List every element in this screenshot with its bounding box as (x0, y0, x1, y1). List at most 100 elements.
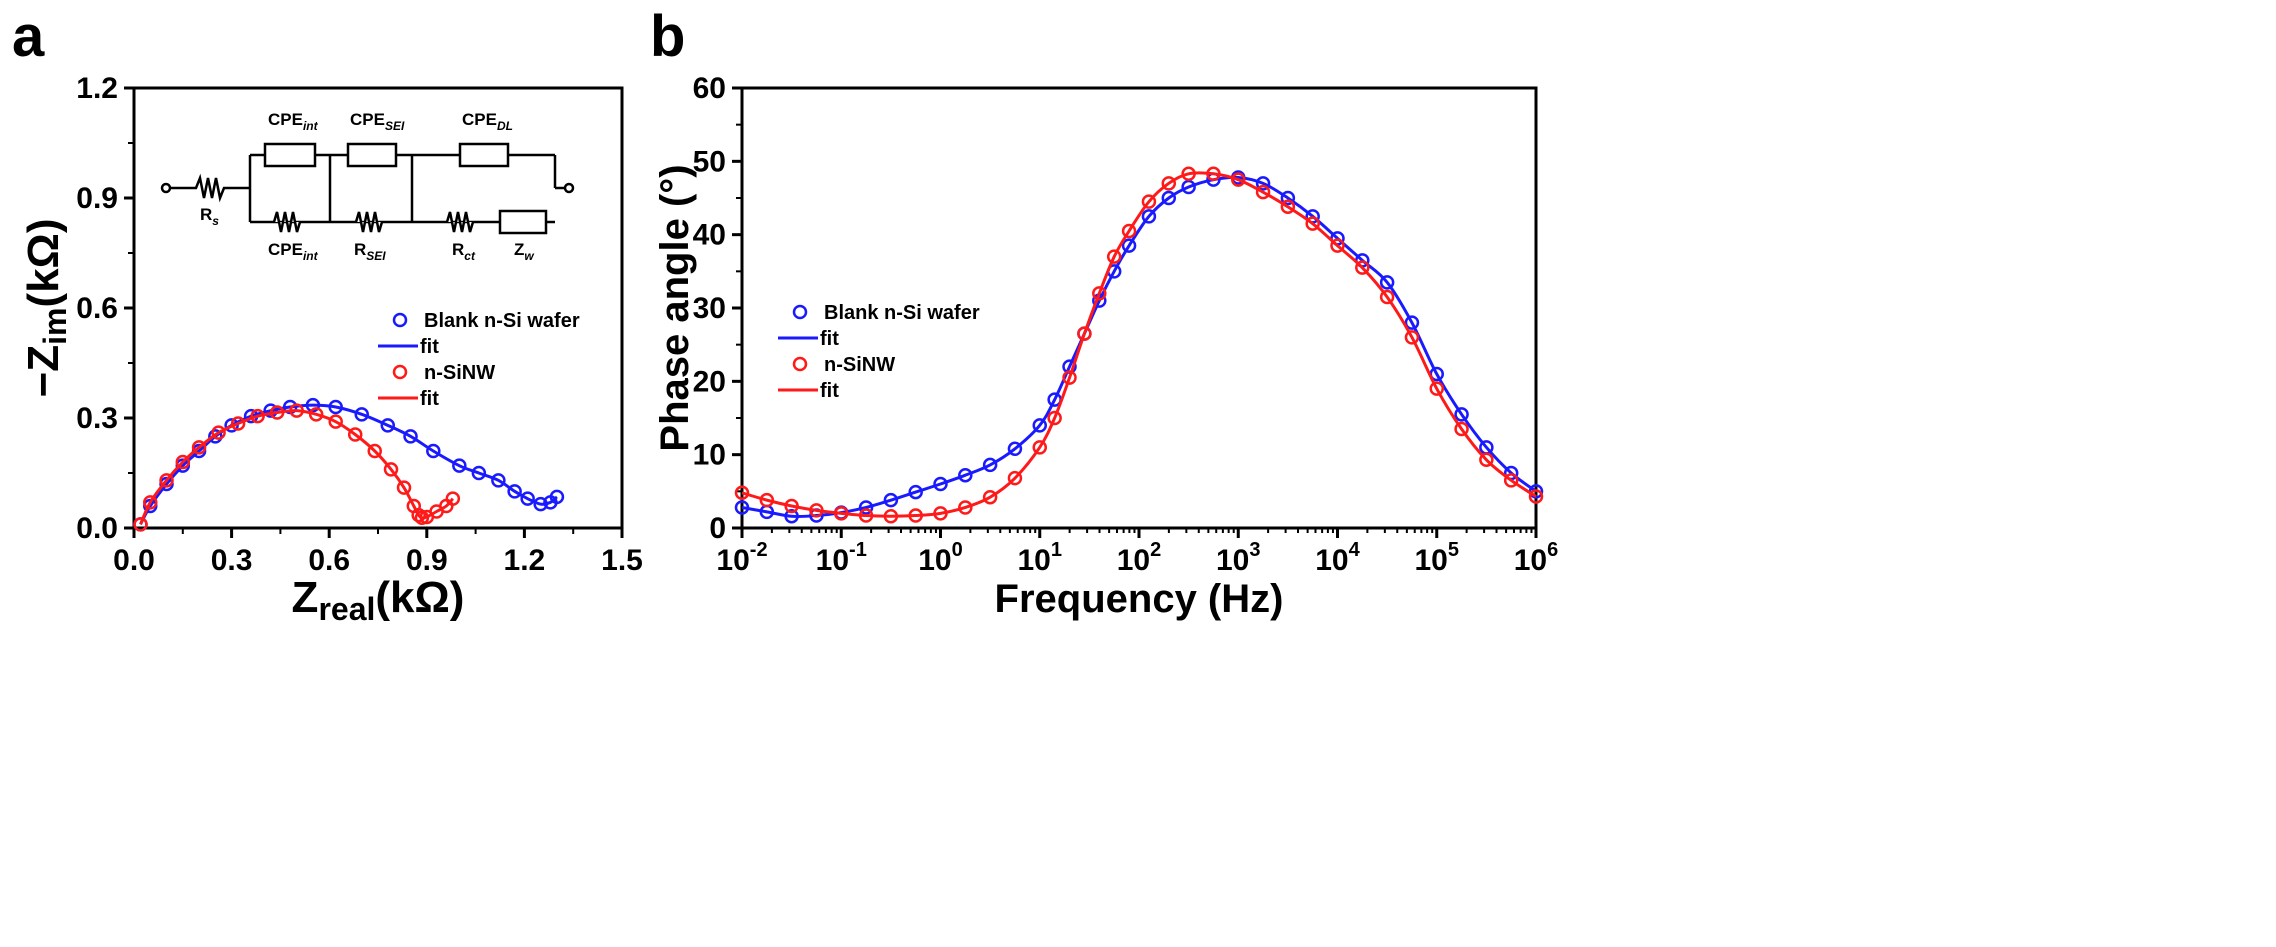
data-point-blank-n-si-wafer (1379, 275, 1395, 290)
data-point-n-sinw (1330, 238, 1345, 253)
data-point-blank-n-si-wafer (858, 500, 874, 515)
data-point-blank-n-si-wafer (1454, 407, 1469, 422)
data-point-blank-n-si-wafer (1007, 441, 1023, 457)
y-axis-label-b: Phase angle (°) (653, 164, 697, 451)
data-point-n-sinw (809, 503, 824, 518)
data-point-blank-n-si-wafer (533, 496, 548, 512)
x-tick-label: 1.2 (504, 544, 546, 577)
resistor-int (272, 211, 302, 233)
data-point-n-sinw (383, 462, 399, 477)
y-tick-label: 40 (693, 219, 726, 252)
data-point-n-sinw (347, 427, 363, 442)
data-point-blank-n-si-wafer (208, 429, 223, 444)
data-point-blank-n-si-wafer (403, 429, 418, 444)
data-point-n-sinw (175, 454, 191, 470)
warburg-element (498, 209, 548, 235)
data-point-n-sinw (191, 440, 207, 455)
data-point-blank-n-si-wafer (784, 509, 799, 524)
data-point-n-sinw (1161, 176, 1177, 191)
data-point-n-sinw (250, 408, 265, 424)
y-tick-label: 0.9 (76, 182, 118, 215)
x-tick-label: 1.5 (601, 544, 643, 577)
y-tick-label: 0 (709, 512, 726, 545)
legend-a: Blank n-Si wafer fit n-SiNW fit (378, 310, 580, 410)
x-axis-label-b: Frequency (Hz) (995, 577, 1284, 621)
legend-marker (792, 304, 808, 320)
data-point-n-sinw (784, 498, 799, 514)
data-point-blank-n-si-wafer (426, 443, 441, 459)
fit-line-blank-n-si-wafer (139, 403, 558, 526)
data-point-blank-n-si-wafer (982, 457, 998, 473)
y-tick-label: 0.6 (76, 292, 118, 325)
data-point-n-sinw (445, 491, 461, 506)
label-rs: Rs (200, 205, 219, 228)
x-tick-label: 103 (1216, 539, 1261, 577)
x-tick-label: 100 (918, 539, 963, 577)
label-cpe-dl: CPEDL (462, 110, 513, 133)
y-tick-label: 0.3 (76, 402, 118, 435)
data-point-n-sinw (958, 500, 973, 515)
data-point-n-sinw (1121, 223, 1137, 239)
legend-label: fit (420, 388, 439, 410)
legend-marker (792, 356, 808, 372)
legend-marker (392, 312, 408, 328)
y-tick-label: 0.0 (76, 512, 118, 545)
data-point-n-sinw (133, 517, 148, 532)
legend-label: fit (820, 380, 839, 402)
cpe-dl-element (458, 142, 510, 168)
x-tick-label: 0.9 (406, 544, 448, 577)
data-point-n-sinw (1141, 194, 1157, 209)
data-marks-a (133, 397, 565, 532)
data-point-n-sinw (982, 489, 998, 505)
data-point-blank-n-si-wafer (328, 399, 343, 415)
data-point-n-sinw (1092, 286, 1107, 301)
label-r-sei: RSEI (354, 240, 386, 263)
panel-label-a: a (12, 4, 45, 69)
data-point-n-sinw (1479, 452, 1494, 468)
data-point-n-sinw (883, 509, 899, 524)
legend-label: fit (820, 328, 839, 350)
data-point-n-sinw (1379, 289, 1395, 305)
data-point-n-sinw (367, 443, 382, 459)
cpe-int-element (263, 142, 317, 168)
data-point-n-sinw (759, 492, 775, 508)
x-tick-base: 10 (1514, 544, 1547, 577)
data-point-blank-n-si-wafer (908, 484, 923, 500)
data-point-n-sinw (269, 405, 285, 420)
y-tick-label: 50 (693, 145, 726, 178)
y-tick-label: 20 (693, 365, 726, 398)
x-tick-label: 101 (1018, 539, 1063, 577)
data-marks-b (734, 166, 1544, 524)
axis-ticks-b: 10-2 10-1 100 101 102 103 104 105 10601020304050… (693, 72, 1559, 577)
x-tick-base: 10 (1415, 544, 1448, 577)
label-cpe-int-bottom: CPEint (268, 240, 319, 263)
y-tick-label: 10 (693, 439, 726, 472)
data-point-n-sinw (1231, 172, 1246, 187)
data-point-blank-n-si-wafer (1404, 315, 1420, 330)
x-axis-label-a: Zreal(kΩ) (292, 573, 465, 627)
data-point-blank-n-si-wafer (452, 458, 467, 473)
data-point-n-sinw (1062, 370, 1077, 385)
legend-label: n-SiNW (424, 362, 495, 384)
fit-line-blank-n-si-wafer (741, 175, 1537, 518)
data-point-n-sinw (1404, 330, 1420, 345)
x-tick-label: 10-1 (816, 539, 867, 577)
data-point-blank-n-si-wafer (491, 473, 506, 488)
x-tick-exp: 2 (1150, 539, 1161, 561)
data-point-n-sinw (1032, 440, 1047, 455)
data-point-n-sinw (143, 495, 158, 510)
x-tick-base: 10 (1315, 544, 1348, 577)
data-point-blank-n-si-wafer (883, 492, 899, 508)
resistor-sei (354, 211, 384, 233)
x-tick-label: 102 (1117, 539, 1162, 577)
label-cpe-sei: CPESEI (350, 110, 405, 133)
circuit-labels: CPEint CPESEI CPEDL Rs CPEint RSEI Rct Z… (200, 110, 534, 263)
data-point-blank-n-si-wafer (305, 397, 321, 413)
x-tick-exp: 3 (1249, 539, 1260, 561)
y-tick-label: 60 (693, 72, 726, 105)
data-point-blank-n-si-wafer (471, 465, 487, 481)
data-point-blank-n-si-wafer (263, 403, 278, 418)
data-point-n-sinw (1047, 410, 1062, 426)
data-point-n-sinw (159, 473, 174, 488)
